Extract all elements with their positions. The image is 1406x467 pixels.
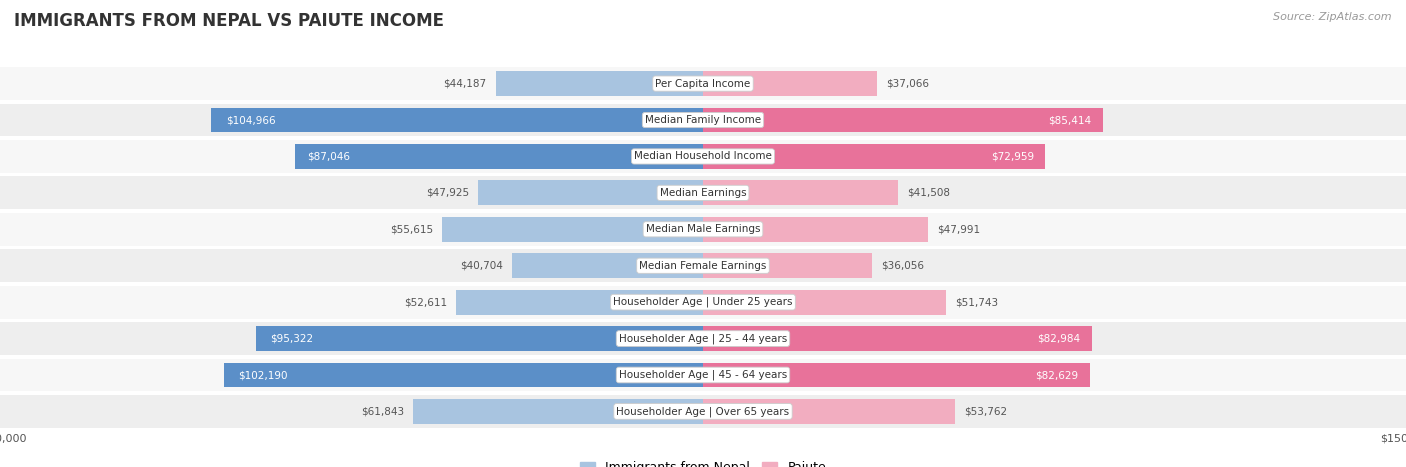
- Text: $53,762: $53,762: [965, 406, 1008, 417]
- Bar: [295, 144, 703, 169]
- Text: Householder Age | 45 - 64 years: Householder Age | 45 - 64 years: [619, 370, 787, 380]
- Legend: Immigrants from Nepal, Paiute: Immigrants from Nepal, Paiute: [579, 461, 827, 467]
- Text: Median Male Earnings: Median Male Earnings: [645, 224, 761, 234]
- Bar: [443, 217, 703, 242]
- Text: $55,615: $55,615: [389, 224, 433, 234]
- Text: $104,966: $104,966: [226, 115, 276, 125]
- Text: $102,190: $102,190: [239, 370, 288, 380]
- Bar: [512, 253, 703, 278]
- Text: $95,322: $95,322: [270, 333, 312, 344]
- Bar: [703, 217, 928, 242]
- Bar: [703, 107, 1104, 133]
- Text: $44,187: $44,187: [443, 78, 486, 89]
- Bar: [0, 104, 1406, 136]
- Text: $37,066: $37,066: [886, 78, 929, 89]
- Bar: [0, 286, 1406, 318]
- Text: $51,743: $51,743: [955, 297, 998, 307]
- Text: Median Household Income: Median Household Income: [634, 151, 772, 162]
- Text: Householder Age | Under 25 years: Householder Age | Under 25 years: [613, 297, 793, 307]
- Bar: [703, 362, 1090, 388]
- Bar: [703, 326, 1092, 351]
- Bar: [703, 144, 1045, 169]
- Text: $47,991: $47,991: [938, 224, 980, 234]
- Text: $40,704: $40,704: [460, 261, 503, 271]
- Text: $47,925: $47,925: [426, 188, 470, 198]
- Text: $82,629: $82,629: [1035, 370, 1078, 380]
- Bar: [0, 359, 1406, 391]
- Text: $72,959: $72,959: [991, 151, 1035, 162]
- Bar: [413, 399, 703, 424]
- Bar: [703, 399, 955, 424]
- Bar: [211, 107, 703, 133]
- Text: $52,611: $52,611: [404, 297, 447, 307]
- Text: Householder Age | 25 - 44 years: Householder Age | 25 - 44 years: [619, 333, 787, 344]
- Text: Median Family Income: Median Family Income: [645, 115, 761, 125]
- Bar: [256, 326, 703, 351]
- Text: $41,508: $41,508: [907, 188, 950, 198]
- Text: $61,843: $61,843: [361, 406, 404, 417]
- Text: Source: ZipAtlas.com: Source: ZipAtlas.com: [1274, 12, 1392, 21]
- Bar: [0, 322, 1406, 355]
- Text: Per Capita Income: Per Capita Income: [655, 78, 751, 89]
- Text: $36,056: $36,056: [882, 261, 924, 271]
- Bar: [457, 290, 703, 315]
- Text: Householder Age | Over 65 years: Householder Age | Over 65 years: [616, 406, 790, 417]
- Bar: [224, 362, 703, 388]
- Bar: [0, 249, 1406, 282]
- Bar: [0, 213, 1406, 246]
- Text: $87,046: $87,046: [308, 151, 350, 162]
- Bar: [703, 71, 877, 96]
- Bar: [0, 140, 1406, 173]
- Bar: [496, 71, 703, 96]
- Text: $82,984: $82,984: [1038, 333, 1080, 344]
- Bar: [703, 290, 945, 315]
- Bar: [0, 177, 1406, 209]
- Bar: [478, 180, 703, 205]
- Text: Median Female Earnings: Median Female Earnings: [640, 261, 766, 271]
- Text: Median Earnings: Median Earnings: [659, 188, 747, 198]
- Bar: [703, 253, 872, 278]
- Bar: [0, 67, 1406, 100]
- Text: $85,414: $85,414: [1047, 115, 1091, 125]
- Bar: [0, 395, 1406, 428]
- Text: IMMIGRANTS FROM NEPAL VS PAIUTE INCOME: IMMIGRANTS FROM NEPAL VS PAIUTE INCOME: [14, 12, 444, 30]
- Bar: [703, 180, 897, 205]
